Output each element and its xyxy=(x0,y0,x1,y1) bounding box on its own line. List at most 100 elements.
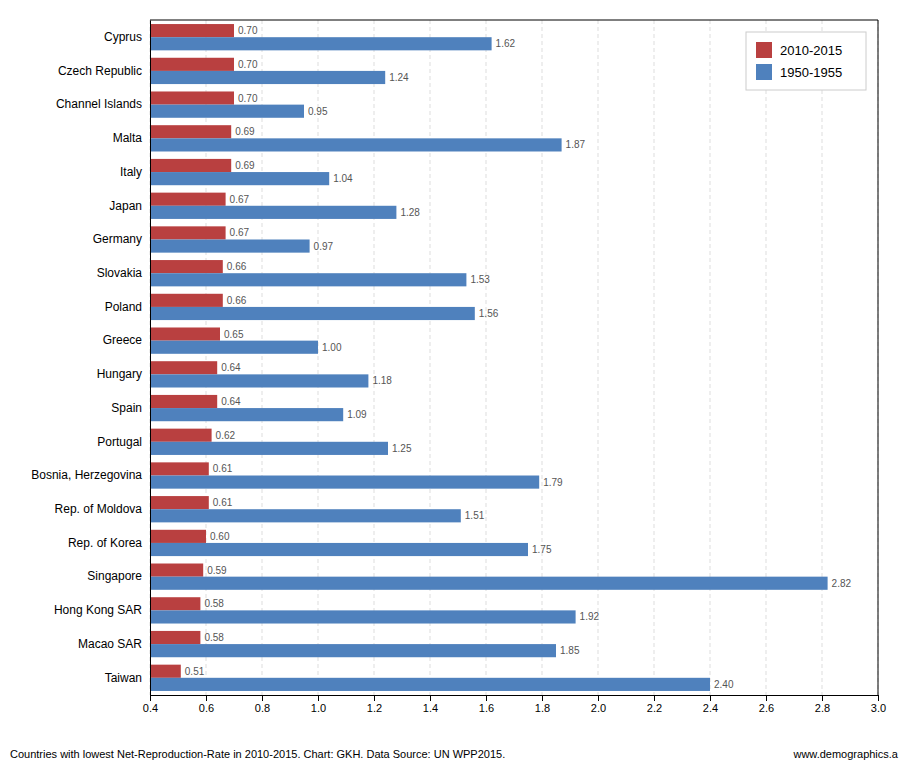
x-tick-mark xyxy=(766,695,767,701)
bar xyxy=(150,239,310,252)
annotation: Countries with lowest Net-Reproduction-R… xyxy=(10,748,505,760)
grid-line xyxy=(878,20,879,695)
bar xyxy=(150,665,181,678)
x-tick-label: 1.8 xyxy=(535,702,550,714)
data-label: 1.00 xyxy=(322,342,342,353)
y-tick: Macao SAR xyxy=(78,637,142,651)
x-tick: 1.8 xyxy=(535,695,550,714)
y-tick-label: Bosnia, Herzegovina xyxy=(31,468,142,482)
bar xyxy=(150,105,304,118)
y-tick: Rep. of Korea xyxy=(68,536,142,550)
bar xyxy=(150,442,388,455)
bar xyxy=(150,206,396,219)
y-tick-label: Hungary xyxy=(97,367,142,381)
y-axis: CyprusCzech RepublicChannel IslandsMalta… xyxy=(31,21,150,696)
legend: 2010-2015 1950-1955 xyxy=(746,32,866,90)
y-tick-label: Taiwan xyxy=(105,671,142,685)
legend-label: 1950-1955 xyxy=(780,65,842,80)
bar xyxy=(150,273,466,286)
y-tick-label: Czech Republic xyxy=(58,64,142,78)
y-tick-label: Portugal xyxy=(97,435,142,449)
grid-line xyxy=(766,20,767,695)
data-label: 0.60 xyxy=(210,531,230,542)
y-tick: Rep. of Moldova xyxy=(55,502,143,516)
bar xyxy=(150,172,329,185)
data-label: 0.65 xyxy=(224,329,244,340)
y-tick: Portugal xyxy=(97,435,142,449)
bar xyxy=(150,159,231,172)
bar xyxy=(150,125,231,138)
y-tick: Malta xyxy=(113,131,143,145)
bar xyxy=(150,294,223,307)
data-label: 0.66 xyxy=(227,261,247,272)
x-tick-mark xyxy=(822,695,823,701)
x-tick: 0.8 xyxy=(255,695,270,714)
y-axis-line xyxy=(150,21,151,696)
annotation: www.demographics.a xyxy=(792,748,898,760)
x-tick-label: 2.2 xyxy=(647,702,662,714)
data-label: 0.69 xyxy=(235,126,255,137)
x-tick-mark xyxy=(430,695,431,701)
y-tick: Spain xyxy=(111,401,142,415)
x-tick: 0.4 xyxy=(143,695,158,714)
grid-line xyxy=(654,20,655,695)
y-tick-label: Poland xyxy=(105,300,142,314)
data-label: 1.92 xyxy=(580,611,600,622)
bar xyxy=(150,564,203,577)
data-label: 0.59 xyxy=(207,565,227,576)
x-tick: 2.6 xyxy=(759,695,774,714)
x-tick: 1.4 xyxy=(423,695,438,714)
bar xyxy=(150,341,318,354)
x-tick-mark xyxy=(542,695,543,701)
legend-item: 1950-1955 xyxy=(756,64,842,80)
y-tick: Taiwan xyxy=(105,671,142,685)
bar xyxy=(150,307,475,320)
bar xyxy=(150,644,556,657)
y-tick: Czech Republic xyxy=(58,64,142,78)
data-label: 1.04 xyxy=(333,173,353,184)
y-tick: Hong Kong SAR xyxy=(54,603,142,617)
data-label: 1.62 xyxy=(496,38,516,49)
data-label: 1.18 xyxy=(372,375,392,386)
y-tick-label: Germany xyxy=(93,232,142,246)
data-labels: 0.700.700.700.690.690.670.670.660.660.65… xyxy=(185,25,852,690)
data-label: 2.40 xyxy=(714,679,734,690)
data-label: 0.58 xyxy=(204,632,224,643)
x-tick: 1.0 xyxy=(311,695,326,714)
data-label: 0.61 xyxy=(213,497,233,508)
grid-line xyxy=(710,20,711,695)
grid-line xyxy=(486,20,487,695)
bar xyxy=(150,91,234,104)
data-label: 1.51 xyxy=(465,510,485,521)
y-tick-label: Singapore xyxy=(87,569,142,583)
legend-swatch xyxy=(756,64,772,80)
bars xyxy=(150,24,828,691)
bar xyxy=(150,374,368,387)
data-label: 2.82 xyxy=(832,578,852,589)
plot: 0.700.700.700.690.690.670.670.660.660.65… xyxy=(31,20,886,714)
bar xyxy=(150,429,212,442)
x-tick-label: 1.4 xyxy=(423,702,438,714)
bar xyxy=(150,476,539,489)
data-label: 1.56 xyxy=(479,308,499,319)
frame-line xyxy=(150,20,878,21)
x-tick: 1.6 xyxy=(479,695,494,714)
grid-line xyxy=(430,20,431,695)
x-tick-mark xyxy=(318,695,319,701)
data-label: 1.85 xyxy=(560,645,580,656)
data-label: 1.25 xyxy=(392,443,412,454)
grid xyxy=(150,20,878,695)
data-label: 1.53 xyxy=(470,274,490,285)
data-label: 1.09 xyxy=(347,409,367,420)
y-tick-label: Macao SAR xyxy=(78,637,142,651)
data-label: 1.24 xyxy=(389,72,409,83)
grid-line xyxy=(598,20,599,695)
x-tick-label: 2.4 xyxy=(703,702,718,714)
bar xyxy=(150,71,385,84)
y-tick: Singapore xyxy=(87,569,142,583)
y-tick: Bosnia, Herzegovina xyxy=(31,468,142,482)
legend-item: 2010-2015 xyxy=(756,42,842,58)
x-tick-label: 3.0 xyxy=(871,702,886,714)
data-label: 0.51 xyxy=(185,666,205,677)
x-tick-mark xyxy=(374,695,375,701)
